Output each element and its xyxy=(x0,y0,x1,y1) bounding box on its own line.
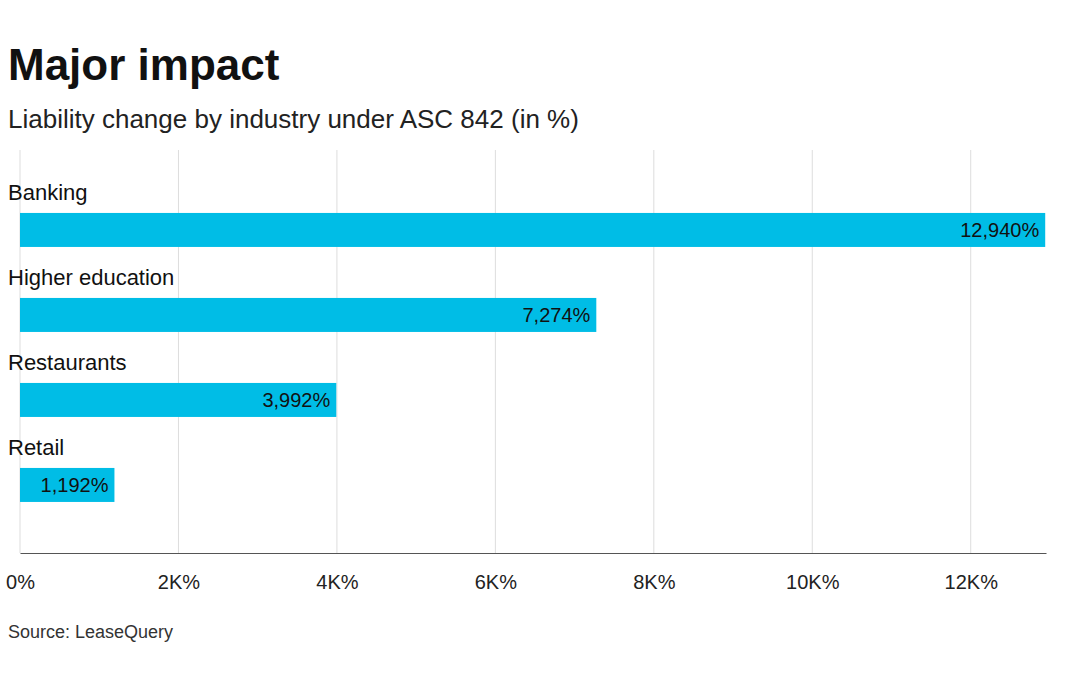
tick-label: 0% xyxy=(6,571,35,593)
tick: 8K% xyxy=(633,553,675,593)
category-label: Restaurants xyxy=(8,350,127,375)
bars xyxy=(20,213,1045,502)
source: Source: LeaseQuery xyxy=(8,622,173,642)
data-label: 7,274% xyxy=(522,304,590,326)
x-axis: 0% 2K% 4K% 6K% 8K% 10K% 12K% xyxy=(6,553,1046,593)
bar xyxy=(20,468,114,502)
tick: 4K% xyxy=(316,553,358,593)
category-label: Banking xyxy=(8,180,88,205)
category-label: Higher education xyxy=(8,265,174,290)
data-label: 1,192% xyxy=(41,474,109,496)
tick: 0% xyxy=(6,553,35,593)
tick-label: 12K% xyxy=(945,571,999,593)
bar xyxy=(20,298,596,332)
tick-label: 4K% xyxy=(316,571,358,593)
tick: 6K% xyxy=(475,553,517,593)
axis-line xyxy=(21,553,1047,554)
grid-line xyxy=(653,150,654,553)
tick-label: 2K% xyxy=(158,571,200,593)
data-label: 12,940% xyxy=(960,219,1039,241)
bar xyxy=(20,213,1045,247)
tick: 12K% xyxy=(945,553,999,593)
category-labels: Banking Higher education Restaurants Retail xyxy=(8,180,174,460)
grid-line xyxy=(812,150,813,553)
grid-line xyxy=(495,150,496,553)
tick: 10K% xyxy=(786,553,840,593)
category-label: Retail xyxy=(8,435,64,460)
chart: Major impact Liability change by industry… xyxy=(0,0,1080,675)
subtitle: Liability change by industry under ASC 8… xyxy=(8,104,579,134)
tick-label: 6K% xyxy=(475,571,517,593)
grid-line xyxy=(970,150,971,553)
title: Major impact xyxy=(8,40,280,89)
bar xyxy=(20,383,336,417)
grid-line xyxy=(178,150,179,553)
data-label: 3,992% xyxy=(262,389,330,411)
data-labels: 12,940% 7,274% 3,992% 1,192% xyxy=(41,219,1040,496)
grid-line xyxy=(336,150,337,553)
tick: 2K% xyxy=(158,553,200,593)
grid xyxy=(20,150,971,553)
tick-label: 10K% xyxy=(786,571,840,593)
tick-label: 8K% xyxy=(633,571,675,593)
